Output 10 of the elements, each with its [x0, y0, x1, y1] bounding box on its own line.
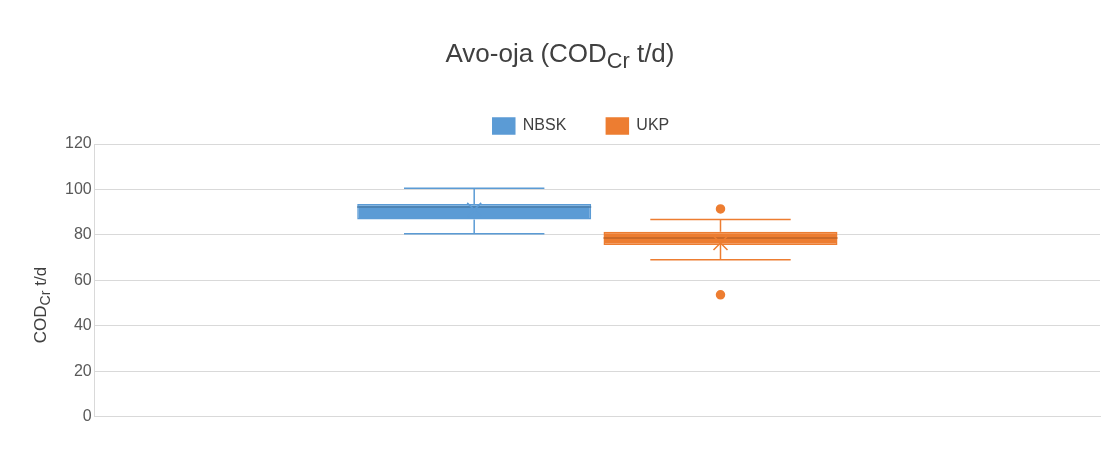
y-tick-label: 120	[64, 134, 92, 152]
y-tick-label: 0	[82, 407, 92, 425]
y-tick-label: 100	[64, 179, 92, 197]
y-tick-label: 80	[73, 225, 92, 243]
chart-title: Avo-oja (COD$_{Cr}$ t/d)	[444, 38, 676, 75]
y-tick-label: 40	[73, 316, 92, 334]
y-tick-label: 20	[73, 361, 92, 379]
y-tick-label: 60	[73, 270, 92, 288]
legend-label: UKP	[636, 116, 670, 134]
legend-label: NBSK	[522, 116, 567, 134]
